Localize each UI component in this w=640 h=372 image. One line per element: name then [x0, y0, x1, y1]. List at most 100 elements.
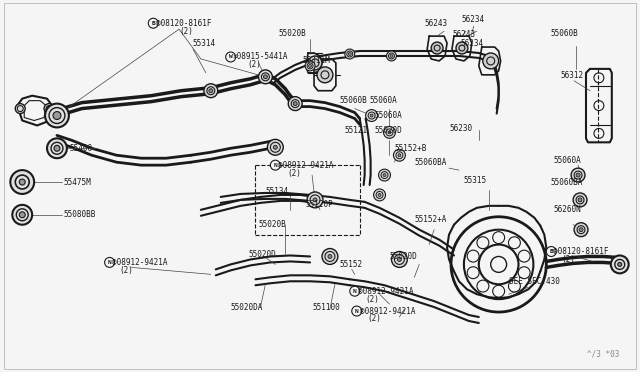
Circle shape: [308, 56, 322, 70]
Circle shape: [322, 248, 338, 264]
Circle shape: [10, 170, 34, 194]
Circle shape: [348, 52, 351, 55]
Circle shape: [383, 126, 396, 138]
Circle shape: [365, 110, 378, 122]
Text: (2): (2): [561, 255, 575, 264]
Text: (2): (2): [287, 169, 301, 177]
Text: (2): (2): [120, 266, 133, 275]
Circle shape: [305, 61, 315, 71]
Text: ®08120-8161F: ®08120-8161F: [553, 247, 609, 256]
Circle shape: [264, 75, 268, 79]
Circle shape: [394, 149, 405, 161]
Circle shape: [226, 52, 236, 62]
Circle shape: [209, 89, 213, 93]
Circle shape: [44, 104, 54, 113]
Text: 551100: 551100: [312, 302, 340, 312]
Circle shape: [328, 254, 332, 259]
Text: 56311M: 56311M: [302, 57, 330, 65]
Circle shape: [293, 102, 297, 106]
Text: 55121: 55121: [345, 126, 368, 135]
Circle shape: [19, 212, 25, 218]
Circle shape: [15, 104, 25, 113]
Text: 55060BA: 55060BA: [550, 177, 582, 186]
Circle shape: [352, 306, 362, 316]
Text: 55134: 55134: [266, 187, 289, 196]
Circle shape: [483, 53, 499, 69]
Text: 56234: 56234: [462, 15, 485, 24]
Circle shape: [398, 154, 401, 157]
Circle shape: [317, 67, 333, 83]
Text: 55020B: 55020B: [278, 29, 306, 38]
Text: ®08912-9421A: ®08912-9421A: [278, 161, 334, 170]
Circle shape: [12, 205, 32, 225]
Circle shape: [388, 131, 391, 134]
Text: 55020D: 55020D: [248, 250, 276, 259]
Circle shape: [308, 64, 312, 67]
Circle shape: [547, 247, 556, 256]
Text: W: W: [228, 54, 232, 60]
Text: 55152: 55152: [340, 260, 363, 269]
Circle shape: [148, 18, 158, 28]
Circle shape: [350, 286, 360, 296]
Circle shape: [576, 173, 580, 177]
Text: 55060BA: 55060BA: [414, 158, 447, 167]
Circle shape: [370, 114, 373, 117]
Text: 55020B: 55020B: [259, 220, 286, 229]
Text: 56234: 56234: [461, 39, 484, 48]
Circle shape: [390, 54, 393, 57]
Circle shape: [307, 192, 323, 208]
Circle shape: [456, 42, 468, 54]
Text: 55060A: 55060A: [370, 96, 397, 105]
Circle shape: [45, 104, 69, 128]
Circle shape: [345, 49, 355, 59]
Circle shape: [431, 42, 443, 54]
Text: 56243: 56243: [452, 30, 475, 39]
Text: 55060A: 55060A: [553, 156, 581, 165]
Text: SEE SEC.430: SEE SEC.430: [509, 277, 559, 286]
Circle shape: [611, 256, 628, 273]
Text: 55020D: 55020D: [390, 252, 417, 261]
Text: 56260N: 56260N: [553, 205, 581, 214]
Text: 55080BB: 55080BB: [64, 210, 96, 219]
Text: ®08912-9421A: ®08912-9421A: [360, 307, 415, 315]
Circle shape: [573, 193, 587, 207]
Text: 55020DA: 55020DA: [230, 302, 263, 312]
Text: 55315: 55315: [464, 176, 487, 185]
Circle shape: [19, 179, 25, 185]
FancyBboxPatch shape: [4, 3, 636, 369]
Circle shape: [578, 198, 582, 202]
Text: 55152+B: 55152+B: [394, 144, 427, 153]
Circle shape: [397, 257, 401, 262]
Text: 55020D: 55020D: [374, 126, 403, 135]
Text: 55152+A: 55152+A: [414, 215, 447, 224]
Text: (2): (2): [179, 27, 193, 36]
Circle shape: [571, 168, 585, 182]
Circle shape: [378, 169, 390, 181]
Text: 55060B: 55060B: [340, 96, 367, 105]
Text: ®08912-9421A: ®08912-9421A: [111, 258, 167, 267]
Text: 55120P: 55120P: [305, 201, 333, 209]
Circle shape: [392, 251, 407, 267]
Text: (2): (2): [367, 314, 381, 324]
Circle shape: [53, 112, 61, 119]
Circle shape: [378, 193, 381, 196]
Circle shape: [387, 51, 396, 61]
Text: 56230: 56230: [449, 124, 472, 133]
Text: N: N: [108, 260, 111, 265]
Text: (2): (2): [248, 60, 261, 70]
Circle shape: [259, 70, 273, 84]
Text: 55475M: 55475M: [64, 177, 92, 186]
Text: 56312: 56312: [560, 71, 583, 80]
Text: ^/3 *03: ^/3 *03: [588, 350, 620, 359]
Text: 55400: 55400: [70, 144, 93, 153]
Circle shape: [374, 189, 385, 201]
Text: 55060B: 55060B: [550, 29, 578, 38]
Text: B: B: [152, 21, 155, 26]
Circle shape: [204, 84, 218, 98]
Text: 55060A: 55060A: [374, 111, 403, 120]
Text: 56243: 56243: [424, 19, 447, 28]
Circle shape: [54, 145, 60, 151]
Text: N: N: [355, 308, 358, 314]
Circle shape: [273, 145, 277, 149]
Text: ×08915-5441A: ×08915-5441A: [233, 52, 288, 61]
